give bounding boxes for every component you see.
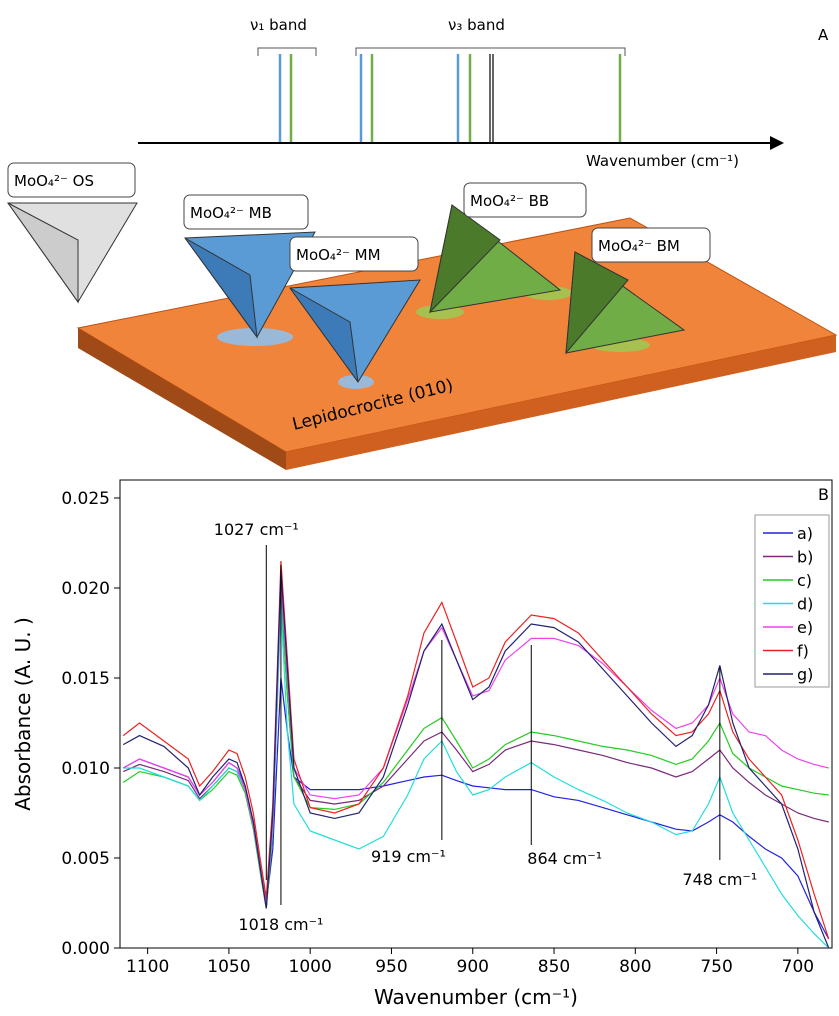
tetrahedra <box>7 202 686 389</box>
band-label: ν₃ band <box>448 16 505 34</box>
x-tick-label: 1000 <box>289 957 332 977</box>
annotation: 864 cm⁻¹ <box>527 849 602 868</box>
series-line <box>122 560 830 940</box>
x-tick-label: 900 <box>457 957 489 977</box>
series-line <box>123 587 829 909</box>
x-tick-label: 700 <box>782 957 814 977</box>
series-line <box>122 578 829 904</box>
species-label: MoO₄²⁻ MB <box>190 204 272 222</box>
legend-label: f) <box>797 642 809 661</box>
legend-label: a) <box>797 524 813 543</box>
series-line <box>122 596 829 909</box>
y-tick-label: 0.025 <box>61 489 110 509</box>
species-labels: MoO₄²⁻ OS MoO₄²⁻ MB MoO₄²⁻ MM MoO₄²⁻ BB … <box>7 162 711 272</box>
panel-label: A <box>818 26 829 44</box>
x-axis-title: Wavenumber (cm⁻¹) <box>374 985 578 1009</box>
legend-label: e) <box>797 618 813 637</box>
legend-label: b) <box>797 548 813 567</box>
axis-label: Wavenumber (cm⁻¹) <box>586 152 739 170</box>
species-label: MoO₄²⁻ MM <box>296 246 381 264</box>
legend-box <box>754 514 830 688</box>
arrow-head <box>770 136 784 150</box>
y-axis-title: Absorbance (A. U. ) <box>11 617 35 811</box>
x-tick-label: 1100 <box>126 957 169 977</box>
species-label: MoO₄²⁻ BB <box>470 192 549 210</box>
legend-label: c) <box>797 571 812 590</box>
annotation: 1027 cm⁻¹ <box>214 520 299 539</box>
bracket <box>257 47 626 56</box>
series-line <box>122 569 830 948</box>
annotation: 748 cm⁻¹ <box>682 870 757 889</box>
annotation: 1018 cm⁻¹ <box>238 915 323 934</box>
sticks <box>278 54 622 143</box>
species-label: MoO₄²⁻ BM <box>598 237 680 255</box>
x-tick-label: 1050 <box>207 957 250 977</box>
plot-frame <box>119 479 833 949</box>
y-tick-label: 0.010 <box>61 759 110 779</box>
y-tick-label: 0.015 <box>61 669 110 689</box>
y-tick-label: 0.000 <box>61 939 110 959</box>
x-tick-label: 750 <box>700 957 732 977</box>
x-tick-label: 800 <box>619 957 651 977</box>
legend-label: d) <box>797 595 813 614</box>
annotation: 919 cm⁻¹ <box>371 847 446 866</box>
x-tick-label: 850 <box>538 957 570 977</box>
band-label: ν₁ band <box>250 16 307 34</box>
legend-label: g) <box>797 665 813 684</box>
species-label: MoO₄²⁻ OS <box>14 172 94 190</box>
diagram: A ν₁ band ν₃ band Wavenumber (cm⁻¹) Lepi… <box>7 16 838 470</box>
y-tick-label: 0.020 <box>61 579 110 599</box>
series-line <box>123 605 830 948</box>
y-tick-label: 0.005 <box>61 849 110 869</box>
series-line <box>122 677 830 940</box>
x-tick-label: 950 <box>375 957 407 977</box>
panel-label: B <box>818 485 829 504</box>
